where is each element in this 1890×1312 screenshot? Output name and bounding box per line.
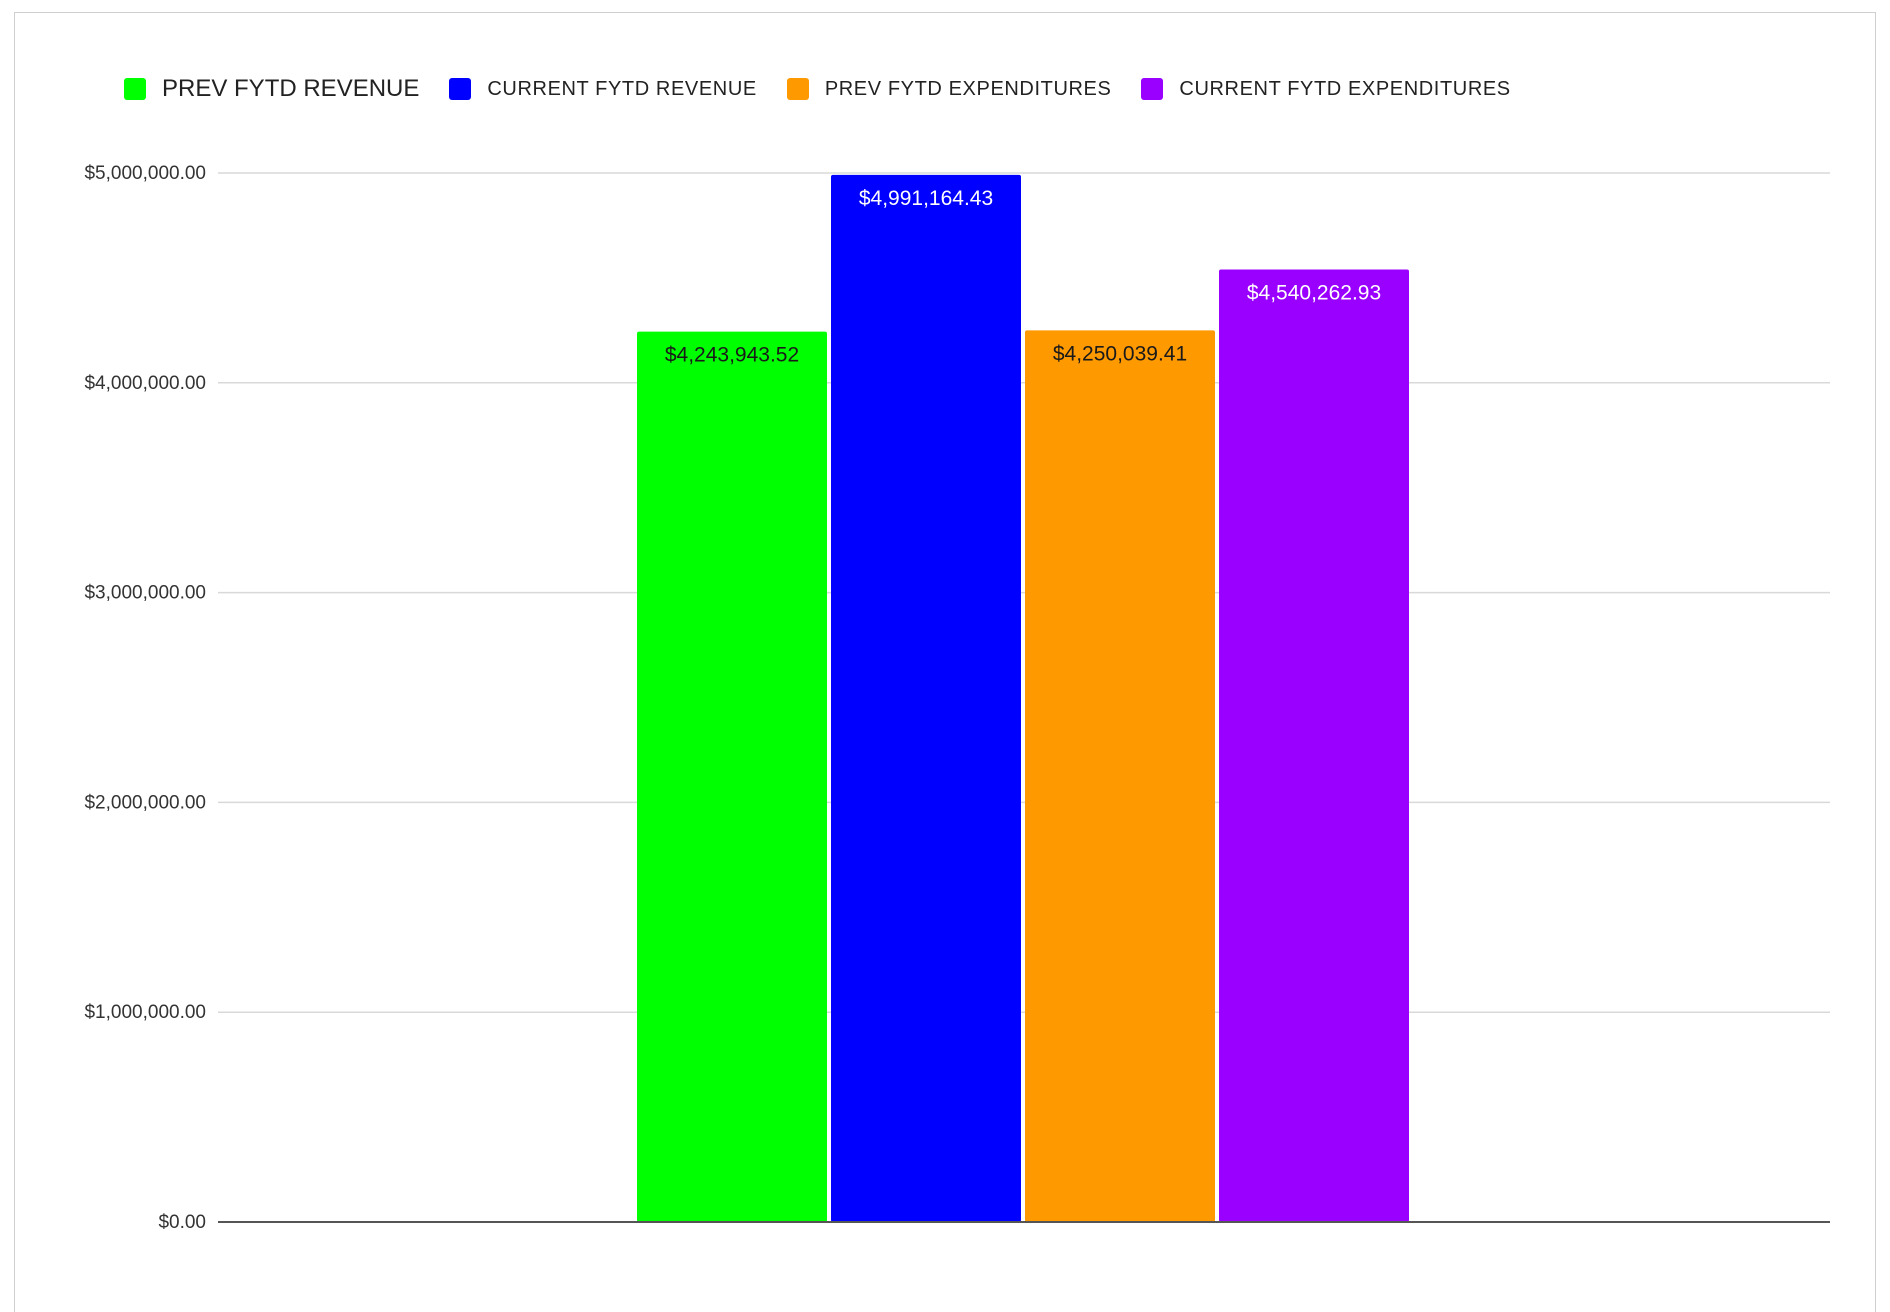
bar-current-fytd-revenue[interactable]	[831, 175, 1021, 1222]
data-label-current-fytd-expenditures: $4,540,262.93	[1247, 281, 1381, 304]
y-tick-label: $3,000,000.00	[84, 583, 206, 604]
gridlines	[218, 173, 1830, 1012]
y-tick-label: $2,000,000.00	[84, 792, 206, 813]
bars: $4,243,943.52 $4,991,164.43 $4,250,039.41 $…	[637, 175, 1409, 1222]
bar-prev-fytd-revenue[interactable]	[637, 332, 827, 1222]
y-tick-label: $0.00	[158, 1212, 206, 1233]
y-tick-label: $1,000,000.00	[84, 1002, 206, 1023]
y-tick-label: $4,000,000.00	[84, 373, 206, 394]
data-label-prev-fytd-expenditures: $4,250,039.41	[1053, 342, 1187, 365]
data-label-prev-fytd-revenue: $4,243,943.52	[665, 344, 799, 367]
data-label-current-fytd-revenue: $4,991,164.43	[859, 187, 993, 210]
bar-current-fytd-expenditures[interactable]	[1219, 269, 1409, 1222]
bar-prev-fytd-expenditures[interactable]	[1025, 330, 1215, 1222]
y-tick-label: $5,000,000.00	[84, 163, 206, 184]
